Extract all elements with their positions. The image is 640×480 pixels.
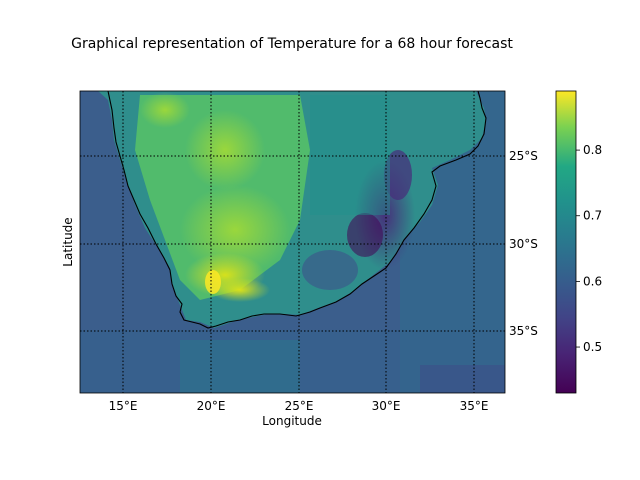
y-axis-label: Latitude xyxy=(61,217,75,266)
x-tick-label: 15°E xyxy=(109,399,138,413)
ocean-southeast-cool xyxy=(420,365,505,393)
colorbar: 0.5 0.6 0.7 0.8 xyxy=(555,90,602,394)
gridlines xyxy=(80,91,505,393)
coastline xyxy=(107,91,487,329)
y-tick-labels: 25°S 30°S 35°S xyxy=(509,149,538,338)
colorbar-ticks: 0.5 0.6 0.7 0.8 xyxy=(576,143,602,354)
hot-spot-cape xyxy=(205,270,221,294)
colorbar-tick-label: 0.8 xyxy=(583,143,602,157)
cool-drakensberg xyxy=(384,150,412,200)
colorbar-tick-label: 0.6 xyxy=(583,274,602,288)
hot-spot-central xyxy=(180,185,290,275)
figure-title: Graphical representation of Temperature … xyxy=(71,36,513,52)
hot-spot-north xyxy=(185,110,265,190)
x-tick-label: 35°E xyxy=(460,399,489,413)
colorbar-tick-label: 0.5 xyxy=(583,340,602,354)
x-tick-label: 30°E xyxy=(372,399,401,413)
map-frame xyxy=(79,90,506,394)
x-tick-labels: 15°E 20°E 25°E 30°E 35°E xyxy=(109,399,489,413)
y-tick-label: 35°S xyxy=(509,324,538,338)
x-axis-label: Longitude xyxy=(262,414,322,428)
colorbar-tick-label: 0.7 xyxy=(583,209,602,223)
y-tick-label: 25°S xyxy=(509,149,538,163)
x-tick-label: 20°E xyxy=(197,399,226,413)
x-tick-label: 25°E xyxy=(285,399,314,413)
land-mid-east xyxy=(310,95,390,215)
hot-spot-northwest xyxy=(140,92,190,128)
hot-spot-south xyxy=(210,278,270,302)
y-tick-label: 30°S xyxy=(509,237,538,251)
ocean-warm-patch xyxy=(180,340,300,393)
map-panel xyxy=(80,91,505,393)
cool-southeast xyxy=(302,250,358,290)
cool-lesotho xyxy=(347,213,383,257)
colorbar-gradient xyxy=(555,90,577,394)
